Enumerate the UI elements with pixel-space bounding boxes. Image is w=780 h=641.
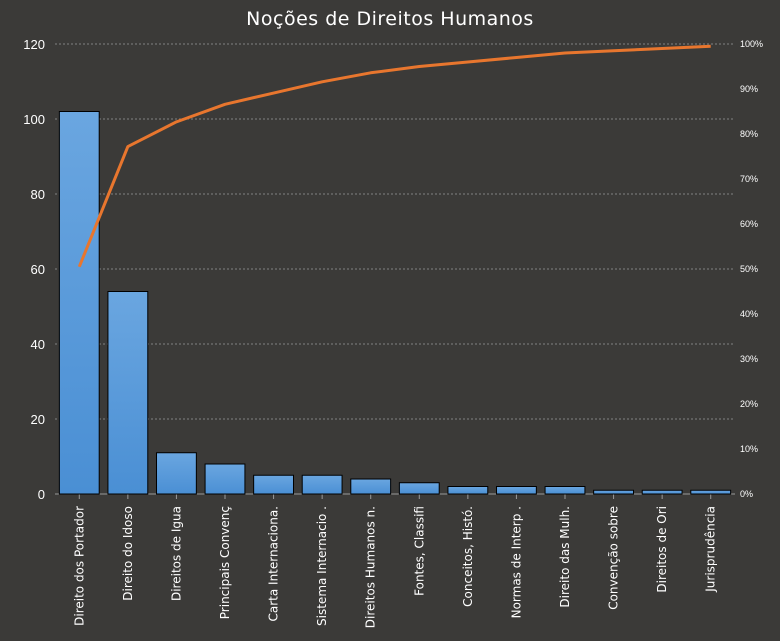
category-label: Direito dos Portador [72, 506, 86, 626]
y-tick-label: 0 [38, 487, 45, 502]
gridlines [55, 43, 735, 499]
y2-tick-label: 0% [740, 489, 753, 499]
category-label: Direitos de Ori [655, 506, 669, 593]
bar [253, 474, 294, 495]
category-label: Fontes, Classifi [412, 506, 426, 596]
bar [641, 489, 683, 495]
bar [350, 478, 392, 495]
chart-title: Noções de Direitos Humanos [246, 8, 534, 30]
bar [690, 489, 732, 495]
bar [496, 486, 537, 495]
bar [593, 489, 634, 495]
category-label: Conceitos, Histó. [461, 506, 475, 607]
y-tick-label: 120 [23, 37, 45, 52]
y2-tick-label: 20% [740, 399, 758, 409]
y2-tick-label: 90% [740, 84, 758, 94]
category-label: Direitos Humanos n. [364, 506, 378, 628]
bar [301, 474, 343, 495]
category-label: Direito das Mulh. [558, 506, 572, 608]
category-label: Carta Internaciona. [267, 506, 281, 622]
y2-tick-label: 30% [740, 354, 758, 364]
bar [58, 111, 100, 495]
category-label: Normas de Interp . [509, 506, 523, 618]
bar [107, 291, 149, 495]
category-label: Principais Convenç [218, 506, 232, 619]
category-label: Direitos de Igua [169, 506, 183, 601]
y2-tick-label: 10% [740, 444, 758, 454]
cumulative-percent-line [77, 44, 711, 268]
bars [58, 111, 732, 495]
y-tick-label: 80 [31, 187, 45, 202]
bar [544, 486, 586, 495]
category-labels: Direito dos Portador Direito do Idoso Dire… [72, 506, 717, 628]
y2-tick-label: 40% [740, 309, 758, 319]
left-axis: 0 20 40 60 80 100 120 [23, 37, 45, 502]
category-label: Convenção sobre [607, 506, 621, 610]
y2-tick-label: 80% [740, 129, 758, 139]
bar [398, 482, 440, 495]
y2-tick-label: 100% [740, 39, 763, 49]
category-label: Direito do Idoso [121, 506, 135, 601]
y-tick-label: 60 [31, 262, 45, 277]
y2-tick-label: 60% [740, 219, 758, 229]
right-axis: 0% 10% 20% 30% 40% 50% 60% 70% 80% 90% 100% [740, 39, 763, 499]
bar [156, 452, 197, 495]
y-tick-label: 40 [31, 337, 45, 352]
category-label: Sistema Internacio . [315, 506, 329, 626]
bar [447, 486, 489, 495]
y2-tick-label: 50% [740, 264, 758, 274]
cumulative-line [77, 44, 711, 268]
bar [204, 463, 246, 495]
y-tick-label: 20 [31, 412, 45, 427]
y2-tick-label: 70% [740, 174, 758, 184]
category-label: Jurisprudência [704, 506, 718, 593]
y-tick-label: 100 [23, 112, 45, 127]
